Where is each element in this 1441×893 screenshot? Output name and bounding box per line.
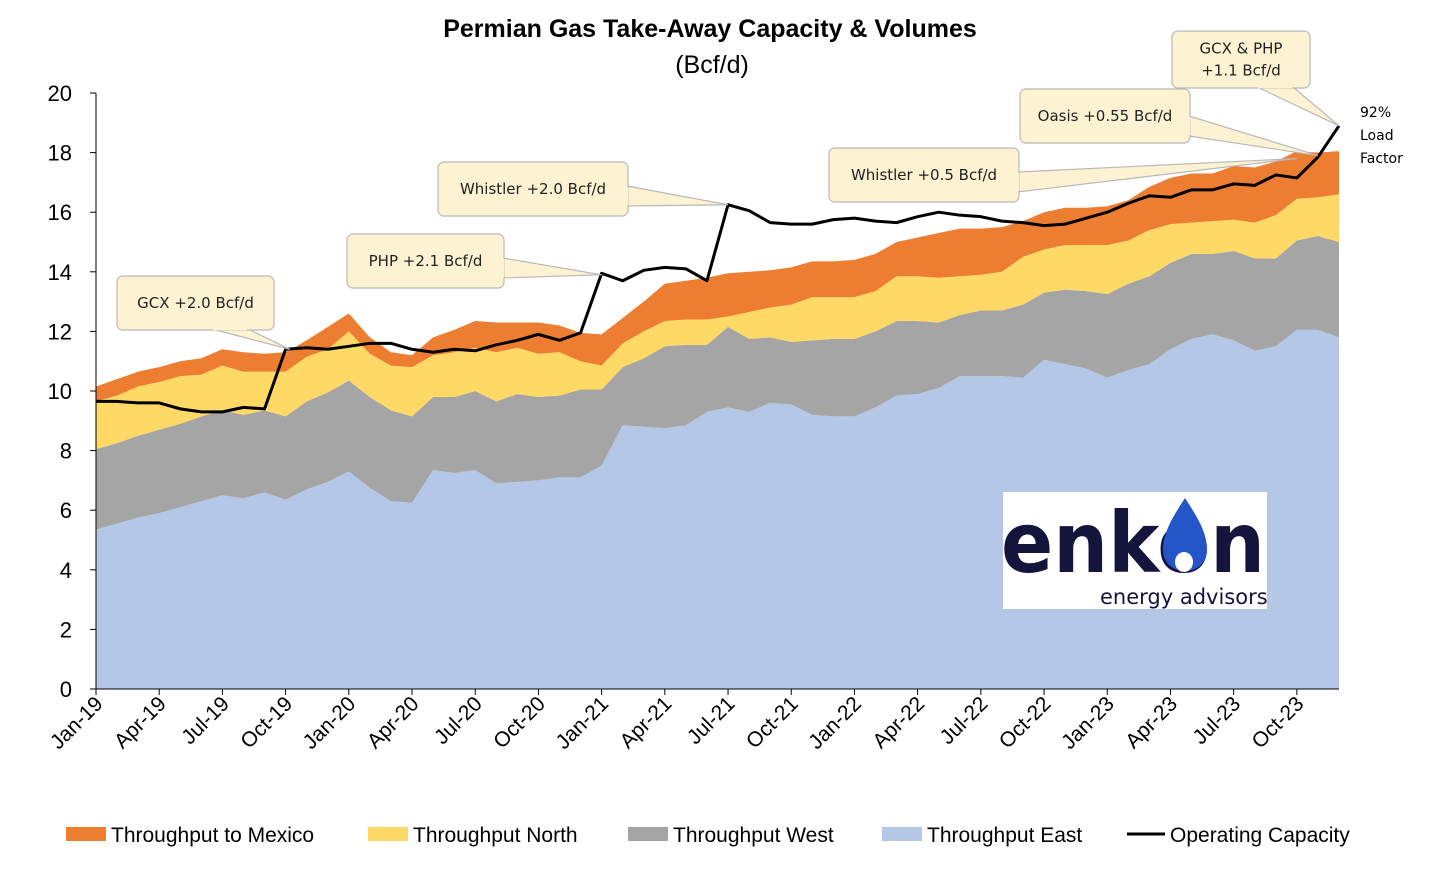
x-tick-label: Oct-20 bbox=[489, 692, 550, 753]
x-tick-label: Jan-21 bbox=[551, 692, 613, 754]
callout-pointer bbox=[502, 257, 602, 279]
x-tick-label: Jul-19 bbox=[177, 692, 234, 749]
logo-subtext: energy advisors bbox=[1100, 585, 1268, 609]
y-tick-label: 4 bbox=[60, 558, 72, 583]
legend-label: Throughput West bbox=[673, 824, 834, 847]
y-tick-label: 18 bbox=[48, 141, 72, 166]
logo-wordmark: enkon bbox=[1001, 494, 1265, 592]
legend-label: Throughput to Mexico bbox=[111, 824, 314, 847]
enkon-logo: enkon energy advisors bbox=[1001, 492, 1268, 609]
y-tick-label: 12 bbox=[48, 319, 72, 344]
y-tick-label: 14 bbox=[48, 260, 72, 285]
callout-pointer bbox=[626, 185, 729, 207]
callout: Oasis +0.55 Bcf/d bbox=[1019, 88, 1319, 157]
legend-swatch bbox=[882, 827, 922, 841]
legend-swatch bbox=[628, 827, 668, 841]
water-drop-icon bbox=[1163, 498, 1207, 572]
legend-label: Throughput North bbox=[413, 824, 578, 847]
legend-label: Operating Capacity bbox=[1170, 824, 1350, 847]
legend-entry: Throughput to Mexico bbox=[66, 824, 314, 847]
y-tick-label: 20 bbox=[48, 81, 72, 106]
legend-entry: Throughput North bbox=[368, 824, 578, 847]
x-tick-label: Oct-19 bbox=[236, 692, 297, 753]
y-tick-label: 6 bbox=[60, 498, 72, 523]
x-tick-label: Oct-21 bbox=[742, 692, 803, 753]
callout: PHP +2.1 Bcf/d bbox=[346, 233, 602, 289]
legend-entry: Operating Capacity bbox=[1127, 824, 1350, 847]
callout-label: Oasis +0.55 Bcf/d bbox=[1038, 107, 1173, 125]
x-tick-label: Oct-23 bbox=[1248, 692, 1309, 753]
load-factor-line: 92% bbox=[1360, 105, 1391, 121]
chart-subtitle: (Bcf/d) bbox=[675, 51, 749, 79]
x-tick-label: Jan-20 bbox=[299, 692, 361, 754]
x-tick-label: Jan-19 bbox=[46, 692, 108, 754]
area-throughput-west bbox=[96, 236, 1339, 530]
callout-pointer bbox=[211, 328, 291, 350]
legend-swatch bbox=[368, 827, 408, 841]
operating-capacity-path bbox=[96, 124, 1341, 414]
load-factor-line: Factor bbox=[1360, 151, 1403, 167]
x-tick-label: Jul-22 bbox=[936, 692, 993, 749]
x-tick-label: Jul-20 bbox=[430, 692, 487, 749]
load-factor-note: 92% Load Factor bbox=[1360, 105, 1403, 167]
x-tick-label: Jan-23 bbox=[1057, 692, 1119, 754]
area-throughput-north bbox=[96, 194, 1339, 450]
legend-swatch bbox=[66, 827, 106, 841]
drop-highlight bbox=[1175, 552, 1193, 572]
load-factor-line: Load bbox=[1360, 128, 1394, 144]
callout-box bbox=[116, 275, 275, 331]
callout-pointer bbox=[1256, 86, 1340, 127]
chart-title: Permian Gas Take-Away Capacity & Volumes bbox=[443, 15, 977, 43]
x-tick-label: Apr-20 bbox=[363, 692, 424, 753]
callout: GCX +2.0 Bcf/d bbox=[116, 275, 291, 350]
x-tick-label: Apr-19 bbox=[110, 692, 171, 753]
callout-label: +1.1 Bcf/d bbox=[1201, 62, 1281, 80]
callout-box bbox=[1019, 88, 1191, 144]
x-tick-label: Jul-21 bbox=[683, 692, 740, 749]
logo-box bbox=[1003, 492, 1267, 609]
callout-box bbox=[1171, 30, 1311, 89]
operating-capacity-line bbox=[96, 124, 1341, 414]
y-tick-label: 8 bbox=[60, 439, 72, 464]
callouts: GCX +2.0 Bcf/d PHP +2.1 Bcf/d Whistler +2.… bbox=[116, 30, 1340, 350]
x-tick-label: Apr-22 bbox=[868, 692, 929, 753]
x-tick-label: Apr-23 bbox=[1121, 692, 1182, 753]
callout-pointer bbox=[1188, 115, 1319, 157]
callout-label: GCX +2.0 Bcf/d bbox=[137, 294, 254, 312]
y-tick-label: 10 bbox=[48, 379, 72, 404]
callout: GCX & PHP +1.1 Bcf/d bbox=[1171, 30, 1340, 127]
callout-label: GCX & PHP bbox=[1200, 40, 1283, 58]
callout-label: Whistler +2.0 Bcf/d bbox=[460, 180, 606, 198]
legend-label: Throughput East bbox=[927, 824, 1082, 847]
legend-entry: Throughput East bbox=[882, 824, 1082, 847]
y-tick-label: 0 bbox=[60, 677, 72, 702]
legend: Throughput to Mexico Throughput North Thro… bbox=[66, 824, 1350, 847]
x-tick-label: Jan-22 bbox=[804, 692, 866, 754]
x-tick-label: Jul-23 bbox=[1188, 692, 1245, 749]
callout: Whistler +2.0 Bcf/d bbox=[437, 161, 729, 217]
x-tick-label: Apr-21 bbox=[616, 692, 677, 753]
x-tick-label: Oct-22 bbox=[995, 692, 1056, 753]
y-tick-label: 16 bbox=[48, 200, 72, 225]
legend-entry: Throughput West bbox=[628, 824, 834, 847]
callout-label: PHP +2.1 Bcf/d bbox=[369, 252, 483, 270]
y-tick-label: 2 bbox=[60, 617, 72, 642]
callout: Whistler +0.5 Bcf/d bbox=[828, 147, 1297, 203]
area-throughput-to-mexico bbox=[96, 151, 1339, 402]
callout-label: Whistler +0.5 Bcf/d bbox=[851, 166, 997, 184]
